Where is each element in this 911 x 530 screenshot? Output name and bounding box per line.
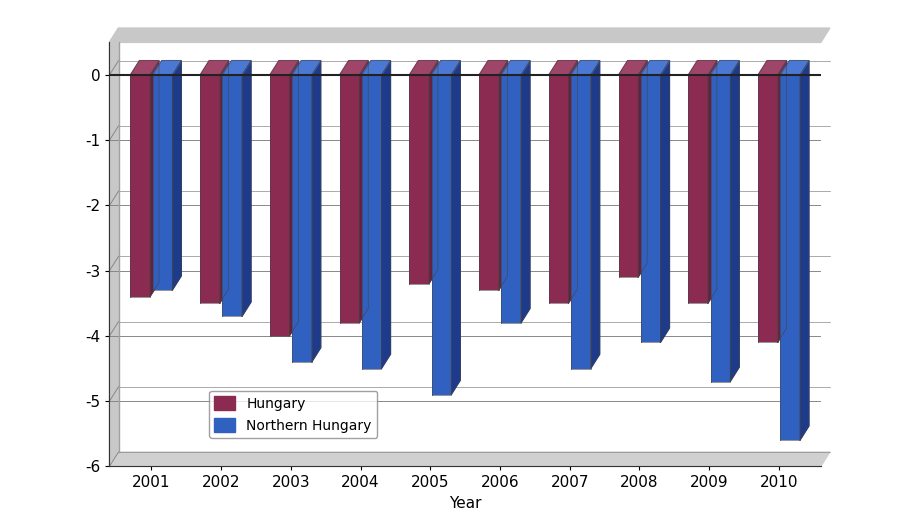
Polygon shape xyxy=(381,60,390,368)
Polygon shape xyxy=(730,60,739,382)
Bar xyxy=(130,75,149,297)
Polygon shape xyxy=(339,60,368,75)
Bar xyxy=(478,75,498,290)
Polygon shape xyxy=(757,60,786,75)
Polygon shape xyxy=(478,60,507,75)
Polygon shape xyxy=(568,60,577,303)
Bar xyxy=(200,75,220,303)
Bar xyxy=(640,75,660,342)
Bar xyxy=(570,75,590,368)
Polygon shape xyxy=(200,60,229,75)
Polygon shape xyxy=(152,60,181,75)
Bar xyxy=(152,75,172,290)
Polygon shape xyxy=(451,60,460,395)
Polygon shape xyxy=(241,60,251,316)
Polygon shape xyxy=(222,60,251,75)
Polygon shape xyxy=(780,60,808,75)
Polygon shape xyxy=(498,60,507,290)
Polygon shape xyxy=(548,60,577,75)
Bar xyxy=(757,75,777,342)
Polygon shape xyxy=(172,60,181,290)
Polygon shape xyxy=(570,60,599,75)
Bar xyxy=(618,75,638,277)
Polygon shape xyxy=(428,60,437,284)
Bar xyxy=(710,75,730,382)
Polygon shape xyxy=(710,60,739,75)
Polygon shape xyxy=(292,60,321,75)
Polygon shape xyxy=(359,60,368,323)
Polygon shape xyxy=(777,60,786,342)
Bar xyxy=(688,75,707,303)
Bar xyxy=(222,75,241,316)
Polygon shape xyxy=(660,60,669,342)
Polygon shape xyxy=(109,452,829,466)
Bar xyxy=(362,75,381,368)
Polygon shape xyxy=(618,60,647,75)
Polygon shape xyxy=(799,60,808,440)
Bar xyxy=(548,75,568,303)
Bar xyxy=(292,75,312,362)
Polygon shape xyxy=(312,60,321,362)
Bar xyxy=(780,75,799,440)
X-axis label: Year: Year xyxy=(448,496,481,511)
Polygon shape xyxy=(270,60,298,75)
Bar xyxy=(431,75,451,395)
Polygon shape xyxy=(638,60,647,277)
Polygon shape xyxy=(640,60,669,75)
Polygon shape xyxy=(409,60,437,75)
Polygon shape xyxy=(431,60,460,75)
Polygon shape xyxy=(707,60,716,303)
Polygon shape xyxy=(289,60,298,336)
Polygon shape xyxy=(590,60,599,368)
Bar xyxy=(501,75,520,323)
Polygon shape xyxy=(688,60,716,75)
Bar xyxy=(270,75,289,336)
Polygon shape xyxy=(109,28,118,466)
Bar xyxy=(409,75,428,284)
Polygon shape xyxy=(130,60,159,75)
Polygon shape xyxy=(501,60,529,75)
Polygon shape xyxy=(362,60,390,75)
Polygon shape xyxy=(109,28,829,42)
Bar xyxy=(339,75,359,323)
Legend: Hungary, Northern Hungary: Hungary, Northern Hungary xyxy=(209,391,377,438)
Polygon shape xyxy=(149,60,159,297)
Polygon shape xyxy=(520,60,529,323)
Polygon shape xyxy=(220,60,229,303)
